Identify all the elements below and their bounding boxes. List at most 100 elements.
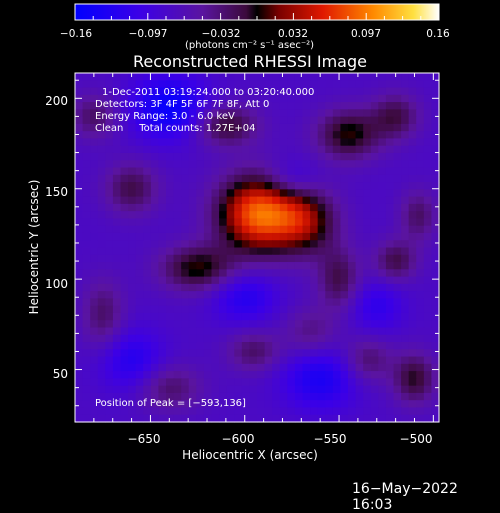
heatmap-cell	[181, 378, 190, 387]
heatmap-cell	[211, 73, 220, 81]
heatmap-cell	[385, 182, 395, 190]
heatmap-cell	[150, 203, 160, 212]
heatmap-cell	[279, 196, 288, 205]
heatmap-cell	[393, 102, 402, 110]
heatmap-cell	[158, 349, 167, 358]
heatmap-cell	[105, 167, 114, 176]
heatmap-cell	[150, 349, 160, 358]
heatmap-cell	[393, 407, 402, 416]
heatmap-cell	[75, 378, 84, 387]
heatmap-cell	[249, 276, 258, 285]
heatmap-cell	[272, 167, 281, 176]
heatmap-cell	[219, 167, 228, 176]
heatmap-cell	[241, 102, 251, 110]
heatmap-cell	[166, 152, 175, 161]
heatmap-cell	[272, 247, 281, 256]
heatmap-cell	[363, 378, 372, 387]
heatmap-cell	[401, 283, 410, 292]
heatmap-cell	[241, 283, 251, 292]
heatmap-cell	[135, 305, 144, 314]
heatmap-cell	[105, 240, 114, 249]
heatmap-cell	[120, 196, 129, 205]
heatmap-cell	[105, 363, 114, 372]
heatmap-cell	[112, 349, 122, 358]
heatmap-cell	[363, 371, 372, 379]
heatmap-cell	[181, 102, 190, 110]
heatmap-cell	[310, 131, 319, 140]
heatmap-cell	[340, 312, 349, 321]
heatmap-cell	[181, 320, 190, 329]
heatmap-cell	[385, 400, 395, 409]
heatmap-cell	[166, 312, 175, 321]
heatmap-cell	[219, 392, 228, 401]
heatmap-cell	[234, 378, 243, 387]
heatmap-cell	[355, 327, 364, 336]
heatmap-cell	[219, 291, 228, 299]
heatmap-cell	[325, 240, 334, 249]
heatmap-cell	[264, 392, 273, 401]
heatmap-cell	[219, 138, 228, 147]
heatmap-cell	[75, 356, 84, 365]
heatmap-cell	[294, 218, 304, 227]
heatmap-cell	[97, 312, 106, 321]
heatmap-cell	[302, 109, 311, 118]
heatmap-cell	[310, 262, 319, 270]
heatmap-cell	[317, 327, 326, 336]
heatmap-cell	[348, 218, 357, 227]
heatmap-cell	[385, 203, 395, 212]
heatmap-cell	[90, 218, 99, 227]
heatmap-cell	[355, 145, 364, 154]
heatmap-cell	[431, 87, 440, 96]
heatmap-cell	[112, 334, 122, 343]
heatmap-cell	[82, 94, 91, 103]
heatmap-cell	[173, 392, 182, 401]
heatmap-cell	[173, 400, 182, 409]
heatmap-cell	[325, 189, 334, 198]
heatmap-cell	[393, 160, 402, 169]
heatmap-cell	[241, 145, 251, 154]
heatmap-cell	[348, 356, 357, 365]
heatmap-cell	[423, 232, 433, 241]
heatmap-cell	[363, 254, 372, 263]
heatmap-cell	[340, 138, 349, 147]
heatmap-cell	[143, 211, 152, 220]
heatmap-cell	[75, 218, 84, 227]
heatmap-cell	[112, 203, 122, 212]
heatmap-cell	[348, 327, 357, 336]
heatmap-cell	[188, 247, 197, 256]
heatmap-cell	[393, 240, 402, 249]
heatmap-cell	[166, 160, 175, 169]
heatmap-cell	[143, 400, 152, 409]
heatmap-cell	[166, 349, 175, 358]
heatmap-cell	[302, 334, 311, 343]
heatmap-cell	[105, 385, 114, 394]
heatmap-cell	[249, 145, 258, 154]
heatmap-cell	[226, 392, 235, 401]
heatmap-cell	[105, 327, 114, 336]
heatmap-cell	[211, 349, 220, 358]
heatmap-cell	[196, 371, 205, 379]
heatmap-cell	[279, 232, 288, 241]
x-axis-label: Heliocentric X (arcsec)	[182, 448, 318, 462]
heatmap-cell	[249, 298, 258, 307]
heatmap-cell	[219, 407, 228, 416]
heatmap-cell	[370, 73, 379, 81]
heatmap-cell	[135, 87, 144, 96]
heatmap-cell	[325, 174, 334, 183]
heatmap-cell	[173, 240, 182, 249]
heatmap-cell	[257, 392, 266, 401]
heatmap-cell	[150, 94, 160, 103]
heatmap-cell	[385, 145, 395, 154]
heatmap-cell	[317, 254, 326, 263]
heatmap-cell	[355, 116, 364, 125]
heatmap-cell	[188, 189, 197, 198]
heatmap-cell	[196, 262, 205, 270]
heatmap-cell	[219, 160, 228, 169]
heatmap-cell	[385, 123, 395, 132]
heatmap-cell	[302, 131, 311, 140]
heatmap-cell	[112, 240, 122, 249]
heatmap-cell	[431, 182, 440, 190]
heatmap-cell	[135, 94, 144, 103]
heatmap-cell	[234, 211, 243, 220]
heatmap-cell	[105, 298, 114, 307]
